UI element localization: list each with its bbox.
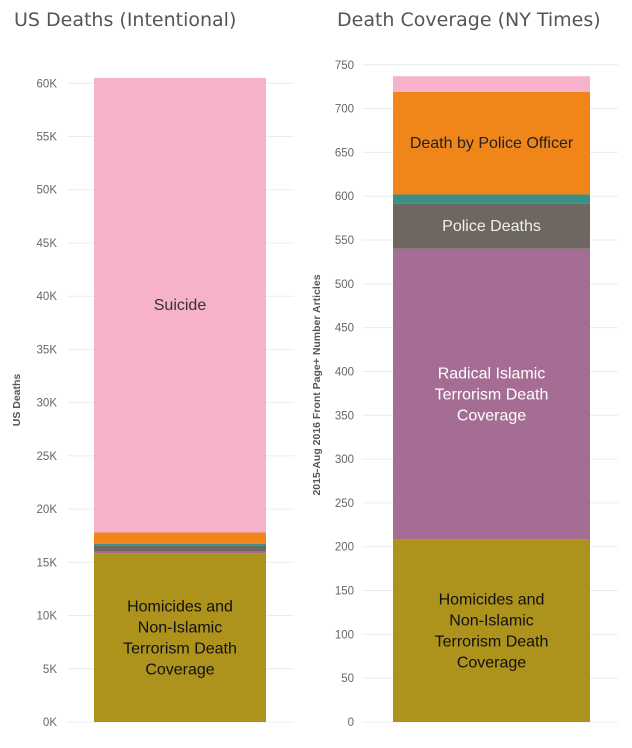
y-tick-label: 15K — [37, 557, 58, 569]
segment-label: Homicides and — [127, 598, 233, 615]
bar-segment — [94, 545, 266, 552]
bar-segment — [393, 248, 590, 540]
y-tick-label: 45K — [37, 238, 58, 250]
bar-segment — [393, 539, 590, 722]
segment-label: Terrorism Death — [123, 640, 237, 657]
segment-label: Police Deaths — [442, 218, 541, 235]
y-tick-label: 50K — [37, 185, 58, 197]
bar-segment — [393, 203, 590, 249]
y-tick-label: 550 — [335, 235, 354, 247]
death-coverage-y-axis-title: 2015-Aug 2016 Front Page+ Number Article… — [311, 274, 323, 495]
us-deaths-title: US Deaths (Intentional) — [14, 9, 236, 31]
y-tick-label: 400 — [335, 366, 354, 378]
y-tick-label: 25K — [37, 451, 58, 463]
bar-segment — [94, 553, 266, 722]
y-tick-label: 5K — [43, 664, 57, 676]
segment-label: Suicide — [154, 297, 207, 314]
y-tick-label: 350 — [335, 410, 354, 422]
bar-segment — [94, 543, 266, 546]
segment-label: Non-Islamic — [449, 612, 533, 629]
bar-segment — [94, 532, 266, 544]
y-tick-label: 300 — [335, 454, 354, 466]
y-tick-label: 10K — [37, 611, 58, 623]
y-tick-label: 0K — [43, 717, 57, 729]
death-coverage-panel: Death Coverage (NY Times) 2015-Aug 2016 … — [311, 9, 618, 729]
y-tick-label: 100 — [335, 629, 354, 641]
y-tick-label: 55K — [37, 132, 58, 144]
segment-label: Death by Police Officer — [410, 135, 574, 152]
y-tick-label: 650 — [335, 147, 354, 159]
segment-label: Homicides and — [439, 591, 545, 608]
segment-label: Coverage — [457, 407, 526, 424]
us-deaths-y-axis-title: US Deaths — [11, 374, 23, 427]
y-tick-label: 450 — [335, 323, 354, 335]
y-tick-label: 40K — [37, 291, 58, 303]
bar-segment — [94, 551, 266, 554]
y-tick-label: 700 — [335, 104, 354, 116]
bar-segment — [393, 194, 590, 204]
y-tick-label: 50 — [341, 673, 354, 685]
segment-label: Coverage — [457, 654, 526, 671]
us-deaths-panel: US Deaths (Intentional) US Deaths 0K 5K 10… — [11, 9, 294, 729]
segment-label: Non-Islamic — [138, 619, 222, 636]
y-tick-label: 0 — [348, 717, 354, 729]
bar-segment — [393, 76, 590, 92]
y-tick-label: 20K — [37, 504, 58, 516]
y-tick-label: 250 — [335, 498, 354, 510]
death-coverage-title: Death Coverage (NY Times) — [337, 9, 601, 31]
bar-segment — [94, 77, 266, 533]
y-tick-label: 500 — [335, 279, 354, 291]
bar-segment — [393, 91, 590, 195]
y-tick-label: 35K — [37, 344, 58, 356]
segment-label: Coverage — [145, 661, 214, 678]
y-tick-label: 200 — [335, 542, 354, 554]
segment-label: Terrorism Death — [435, 633, 549, 650]
y-tick-label: 60K — [37, 78, 58, 90]
y-tick-label: 600 — [335, 191, 354, 203]
y-tick-label: 30K — [37, 398, 58, 410]
segment-label: Terrorism Death — [435, 386, 549, 403]
y-tick-label: 750 — [335, 60, 354, 72]
y-tick-label: 150 — [335, 586, 354, 598]
segment-label: Radical Islamic — [438, 365, 546, 382]
